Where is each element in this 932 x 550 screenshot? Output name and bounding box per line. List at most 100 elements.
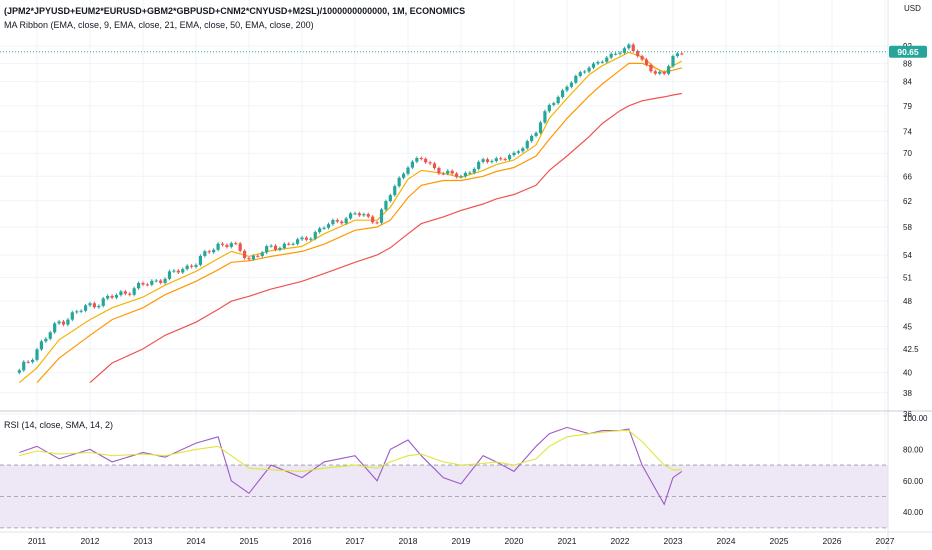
candle-body bbox=[207, 251, 211, 253]
last-price-box bbox=[889, 45, 927, 58]
candle-body bbox=[565, 86, 569, 91]
candle-body bbox=[371, 216, 375, 223]
candle-body bbox=[428, 162, 432, 164]
price-tick-label: 38 bbox=[903, 389, 912, 398]
candle-body bbox=[30, 359, 35, 363]
ema-ribbon bbox=[18, 51, 683, 384]
rsi-legend[interactable]: RSI (14, close, SMA, 14, 2) bbox=[4, 420, 114, 430]
candle-body bbox=[481, 159, 485, 162]
ema50-line bbox=[89, 92, 682, 384]
candle-body bbox=[644, 59, 649, 65]
candle-body bbox=[583, 71, 587, 73]
candle-body bbox=[220, 243, 225, 245]
candle-body bbox=[251, 255, 256, 260]
candle-body bbox=[384, 201, 388, 210]
candle-body bbox=[609, 53, 613, 58]
price-tick-label: 42.5 bbox=[903, 345, 919, 354]
candle-body bbox=[53, 323, 57, 333]
candle-body bbox=[39, 341, 44, 350]
rsi-tick-label: 40.00 bbox=[903, 508, 924, 517]
candle-body bbox=[48, 332, 52, 339]
candle-body bbox=[348, 213, 353, 219]
candle-body bbox=[83, 305, 88, 311]
candle-body bbox=[393, 186, 397, 196]
price-tick-label: 51 bbox=[903, 273, 912, 282]
candle-body bbox=[525, 141, 529, 149]
candle-body bbox=[300, 237, 304, 240]
ma-ribbon-legend[interactable]: MA Ribbon (EMA, close, 9, EMA, close, 21… bbox=[4, 20, 314, 30]
candle-body bbox=[176, 270, 180, 273]
candle-body bbox=[123, 291, 127, 294]
candle-body bbox=[101, 298, 105, 306]
candle-body bbox=[649, 64, 653, 72]
price-tick-label: 74 bbox=[903, 127, 912, 136]
candle-body bbox=[560, 90, 565, 98]
time-tick-label: 2012 bbox=[81, 536, 100, 546]
candle-body bbox=[459, 176, 463, 178]
candle-body bbox=[97, 305, 101, 308]
candle-body bbox=[463, 172, 468, 177]
candle-body bbox=[234, 243, 238, 245]
candle-body bbox=[494, 158, 498, 162]
candle-body bbox=[326, 224, 331, 228]
candle-body bbox=[388, 195, 392, 202]
ema21-line bbox=[36, 62, 682, 384]
candle-body bbox=[406, 167, 410, 174]
price-tick-label: 88 bbox=[903, 59, 912, 68]
price-tick-label: 79 bbox=[903, 102, 912, 111]
candle-body bbox=[265, 246, 269, 253]
time-axis-ticks[interactable]: 2011 2012 2013 2014 2015 2016 2017 2018 2019 2020… bbox=[28, 536, 895, 546]
candle-body bbox=[578, 72, 582, 76]
candle-body bbox=[70, 312, 74, 320]
chart-title[interactable]: (JPM2*JPYUSD+EUM2*EURUSD+GBM2*GBPUSD+CNM… bbox=[4, 6, 466, 16]
candle-body bbox=[295, 239, 300, 244]
candle-body bbox=[225, 244, 229, 247]
candle-body bbox=[141, 282, 145, 285]
candle-body bbox=[189, 265, 194, 267]
price-tick-label: 48 bbox=[903, 297, 912, 306]
candles bbox=[17, 43, 684, 375]
candle-body bbox=[627, 44, 631, 49]
price-tick-label: 40 bbox=[903, 369, 912, 378]
candle-body bbox=[534, 132, 538, 136]
candle-body bbox=[110, 295, 114, 298]
candle-body bbox=[543, 111, 547, 123]
candle-body bbox=[450, 170, 454, 174]
candle-body bbox=[591, 63, 596, 68]
candle-body bbox=[437, 168, 441, 174]
rsi-axis-ticks[interactable]: 100.00 80.00 60.00 40.00 bbox=[903, 414, 928, 517]
candle-body bbox=[229, 243, 233, 247]
candle-body bbox=[194, 264, 198, 267]
candle-body bbox=[212, 249, 216, 253]
candle-body bbox=[198, 255, 203, 265]
price-tick-label: 36 bbox=[903, 410, 912, 419]
candle-body bbox=[552, 103, 556, 105]
time-tick-label: 2015 bbox=[240, 536, 259, 546]
price-tick-label: 66 bbox=[903, 172, 912, 181]
candle-body bbox=[446, 170, 450, 174]
candle-body bbox=[309, 238, 313, 240]
candle-body bbox=[132, 288, 136, 295]
time-tick-label: 2025 bbox=[770, 536, 789, 546]
candle-body bbox=[671, 56, 675, 67]
candle-body bbox=[66, 319, 70, 325]
candle-body bbox=[596, 62, 600, 64]
candle-body bbox=[587, 67, 591, 72]
rsi-tick-label: 80.00 bbox=[903, 445, 924, 454]
time-tick-label: 2027 bbox=[876, 536, 895, 546]
candle-body bbox=[472, 168, 476, 173]
candle-body bbox=[282, 243, 286, 249]
candle-body bbox=[203, 251, 207, 256]
time-tick-label: 2023 bbox=[664, 536, 683, 546]
candle-body bbox=[57, 321, 61, 324]
candle-body bbox=[88, 303, 92, 306]
candle-body bbox=[410, 161, 415, 168]
candle-body bbox=[269, 245, 273, 247]
rsi-tick-label: 60.00 bbox=[903, 477, 924, 486]
candle-body bbox=[454, 173, 459, 177]
rsi-ma-line bbox=[19, 430, 682, 472]
last-price-badge: 90.65 bbox=[0, 45, 927, 58]
candle-body bbox=[331, 220, 335, 225]
